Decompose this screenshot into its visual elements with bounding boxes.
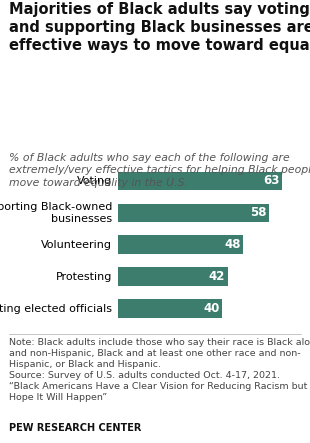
Text: PEW RESEARCH CENTER: PEW RESEARCH CENTER bbox=[9, 423, 142, 433]
Text: 58: 58 bbox=[250, 206, 267, 219]
Text: Majorities of Black adults say voting
and supporting Black businesses are
effect: Majorities of Black adults say voting an… bbox=[9, 2, 310, 53]
Text: % of Black adults who say each of the following are
extremely/very effective tac: % of Black adults who say each of the fo… bbox=[9, 153, 310, 188]
Text: 40: 40 bbox=[203, 302, 220, 315]
Text: 48: 48 bbox=[224, 238, 241, 251]
Text: 42: 42 bbox=[209, 270, 225, 283]
Bar bbox=[118, 268, 228, 286]
Bar bbox=[118, 203, 269, 222]
Bar bbox=[118, 171, 282, 190]
Bar bbox=[118, 299, 222, 318]
Text: 63: 63 bbox=[264, 175, 280, 187]
Bar bbox=[118, 236, 243, 254]
Text: Note: Black adults include those who say their race is Black alone
and non-Hispa: Note: Black adults include those who say… bbox=[9, 338, 310, 402]
